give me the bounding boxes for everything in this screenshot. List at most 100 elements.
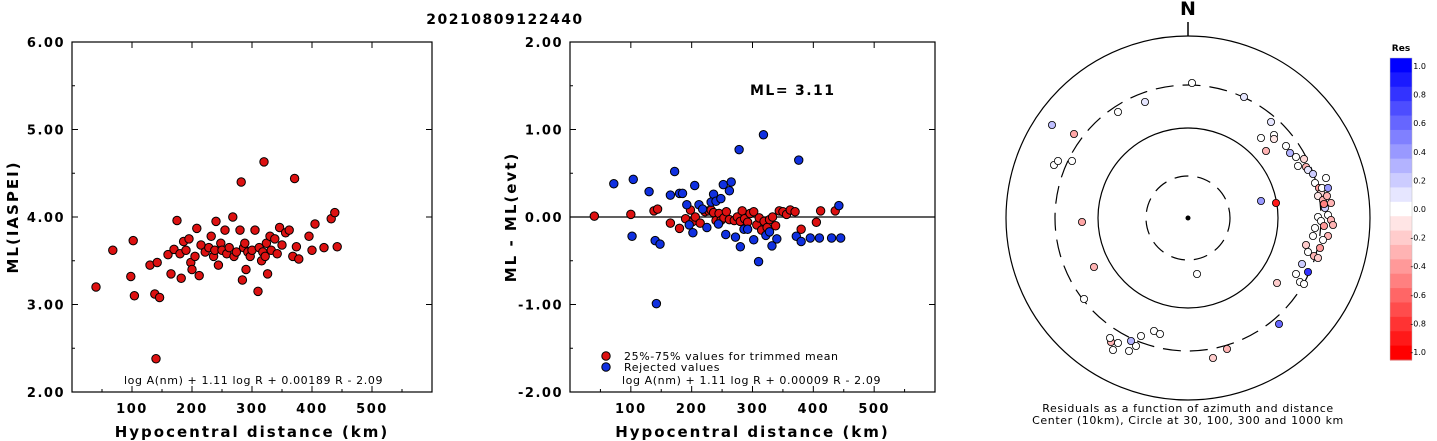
station-marker: [1156, 329, 1165, 338]
figure-title: 20210809122440: [426, 12, 583, 28]
x-tick-label: 400: [798, 402, 830, 417]
data-point: [91, 282, 101, 292]
station-marker: [1109, 345, 1118, 354]
station-marker: [1320, 199, 1329, 208]
ml-label: ML=: [750, 83, 789, 99]
data-point: [721, 229, 731, 240]
ring-30km: [1145, 175, 1231, 261]
legend-label: Rejected values: [624, 361, 720, 374]
colorbar-tick-label: 0.8: [1413, 91, 1426, 100]
data-point: [235, 225, 245, 235]
data-point: [181, 245, 191, 255]
data-point: [260, 251, 270, 262]
data-point: [184, 234, 194, 244]
data-point: [128, 235, 138, 246]
ml-value: 3.11: [795, 83, 836, 99]
residual-colorbar: Res 1.0 0.8 0.6 0.4 0.2 0.0 -0.2 -0.4 -0.6 -0.8 -1…: [1389, 44, 1426, 361]
x-tick-label: 200: [176, 402, 208, 417]
data-point: [154, 292, 165, 303]
data-point: [805, 233, 815, 243]
data-point: [262, 269, 273, 279]
data-point: [163, 249, 173, 260]
data-point: [834, 200, 844, 211]
data-point: [767, 241, 777, 251]
data-point: [213, 260, 224, 270]
data-point: [241, 264, 251, 275]
x-tick-label: 500: [858, 402, 890, 417]
data-point: [253, 286, 263, 297]
colorbar-cell: [1390, 259, 1412, 275]
data-point: [836, 233, 846, 243]
station-marker: [1054, 156, 1063, 165]
data-point: [250, 225, 260, 235]
colorbar-cell: [1390, 86, 1412, 102]
colorbar-tick-label: -0.8: [1410, 319, 1426, 328]
station-marker: [1294, 161, 1303, 170]
data-point: [713, 219, 724, 229]
station-marker: [1314, 253, 1323, 262]
station-marker: [1125, 346, 1134, 355]
station-marker: [1070, 129, 1079, 138]
x-tick-label: 200: [676, 402, 708, 417]
magnitude-scatter-chart: 100 200 300 400 500 2.00 3.00 4.00 5.00 6.00 Hypoc…: [4, 36, 433, 441]
data-point: [589, 211, 600, 221]
data-point: [272, 249, 282, 259]
station-marker: [1275, 319, 1284, 328]
x-tick-label: 500: [356, 402, 388, 417]
station-marker: [1090, 262, 1099, 271]
data-point: [652, 204, 663, 214]
data-point: [240, 238, 250, 248]
data-point: [108, 245, 118, 255]
y-tick-label: 0.00: [525, 211, 563, 226]
station-marker: [1329, 220, 1338, 229]
x-axis-label: Hypocentral distance (km): [115, 423, 390, 441]
plot-frame: [71, 41, 433, 393]
data-point: [152, 257, 162, 268]
y-tick-label: 1.00: [525, 124, 563, 139]
data-point: [259, 157, 269, 167]
data-point: [724, 186, 735, 196]
data-point: [690, 180, 700, 191]
station-marker: [1320, 221, 1329, 230]
data-point: [284, 225, 294, 235]
data-point: [332, 242, 342, 252]
legend-label: 25%-75% values for trimmed mean: [624, 350, 839, 363]
station-marker: [1282, 141, 1291, 150]
data-point: [651, 298, 662, 309]
data-point: [628, 174, 638, 185]
data-point: [702, 222, 712, 233]
data-point: [291, 242, 302, 252]
colorbar-tick-label: -0.2: [1410, 234, 1426, 243]
station-marker: [1292, 152, 1301, 161]
colorbar-cell: [1390, 345, 1412, 361]
ring-100km: [1097, 127, 1279, 309]
station-marker: [1300, 279, 1309, 288]
colorbar-cell: [1390, 158, 1412, 174]
station-marker: [1304, 247, 1313, 256]
colorbar-cell: [1390, 316, 1412, 332]
data-point: [697, 204, 708, 214]
regression-formula: log A(nm) + 1.11 log R + 0.00189 R - 2.0…: [124, 374, 383, 387]
data-point: [190, 251, 200, 262]
station-marker: [1048, 121, 1057, 130]
y-tick-label: 4.00: [27, 211, 65, 226]
station-marker: [1223, 344, 1232, 353]
station-marker: [1272, 198, 1281, 207]
data-point: [166, 269, 176, 279]
x-axis-label: Hypocentral distance (km): [615, 423, 890, 441]
station-marker: [1300, 154, 1309, 163]
polar-caption-line2: Center (10km), Circle at 30, 100, 300 an…: [1032, 414, 1344, 427]
station-marker: [1262, 146, 1271, 155]
data-point: [129, 291, 140, 301]
data-point: [304, 231, 314, 241]
data-point: [644, 186, 654, 197]
station-marker: [1322, 173, 1331, 182]
data-point: [796, 224, 806, 234]
y-tick-label: 3.00: [27, 299, 65, 314]
colorbar-cell: [1390, 302, 1412, 318]
legend-marker: [601, 362, 611, 372]
data-point: [770, 221, 781, 231]
colorbar-frame: [1389, 57, 1413, 361]
station-marker: [1273, 278, 1282, 287]
data-point: [794, 155, 804, 165]
